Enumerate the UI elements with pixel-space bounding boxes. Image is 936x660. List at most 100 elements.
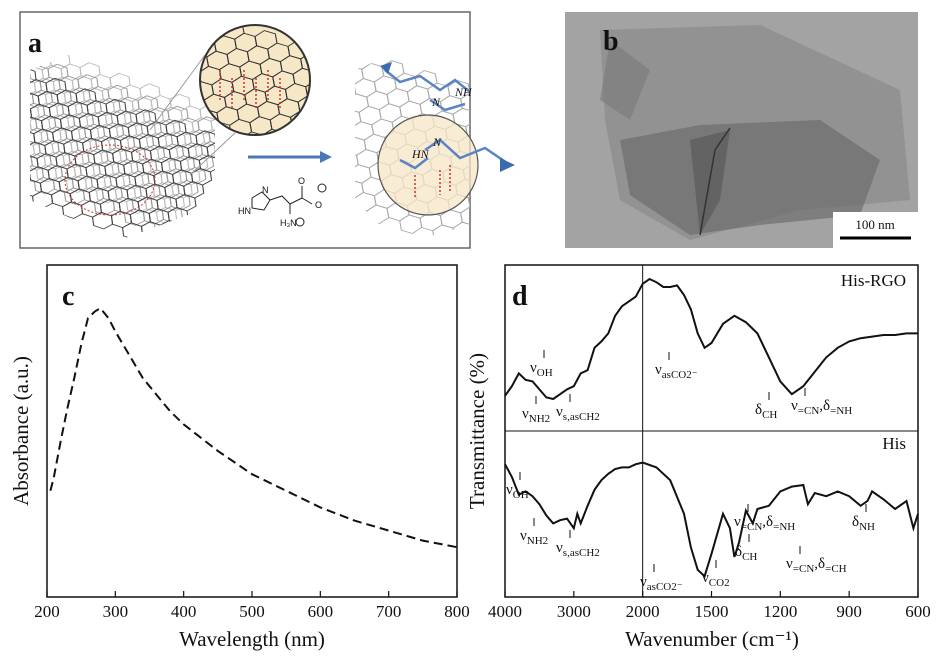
x-axis-label: Wavenumber (cm⁻¹) <box>625 627 799 651</box>
annotation-part: δ <box>755 402 762 418</box>
sheet-stack <box>0 41 215 240</box>
peak-annotation: νNH2 <box>520 528 548 547</box>
x-tick-label: 200 <box>34 602 60 621</box>
annotation-part: ν <box>506 482 513 498</box>
annotation-part: NH <box>859 521 875 533</box>
scale-bar-label: 100 nm <box>855 217 894 232</box>
hexagon <box>495 129 525 151</box>
annotation-part: asCO2⁻ <box>647 581 683 593</box>
arrow-head <box>320 151 332 163</box>
hexagon <box>300 52 310 73</box>
annotation-part: ,δ <box>762 514 773 530</box>
pi-stacking <box>414 165 451 198</box>
annotation-part: ν <box>520 528 527 544</box>
hexagon <box>0 117 16 137</box>
annotation-part: ν <box>786 556 793 572</box>
x-axis-label: Wavelength (nm) <box>179 627 325 651</box>
annotation-part: =CN <box>741 521 763 533</box>
annotation-part: ν <box>734 514 741 530</box>
annotation-part: =NH <box>773 521 795 533</box>
annotation-part: ,δ <box>819 398 830 414</box>
panel-label: b <box>603 26 619 57</box>
x-tick-label: 300 <box>103 602 129 621</box>
peak-annotation: δCH <box>735 544 757 563</box>
peak-annotation: νasCO2⁻ <box>655 362 698 381</box>
hexagon <box>0 105 5 125</box>
annotation-part: ν <box>522 406 529 422</box>
annotation-part: s,asCH2 <box>563 411 600 423</box>
hexagon <box>208 128 215 146</box>
x-tick-label: 4000 <box>488 602 522 621</box>
data-line <box>504 461 919 579</box>
annotation-part: ν <box>640 574 647 590</box>
x-tick-label: 1200 <box>763 602 797 621</box>
peak-annotation: ν=CN,δ=CH <box>786 556 847 575</box>
annotation-part: ν <box>556 540 563 556</box>
hexagon <box>470 218 500 240</box>
annotation-part: =CN <box>793 563 815 575</box>
x-tick-label: 800 <box>444 602 470 621</box>
highlight-ellipse <box>64 144 156 216</box>
peak-annotation: δCH <box>755 402 777 421</box>
annotation-part: CH <box>742 551 757 563</box>
hexagon <box>0 130 8 150</box>
hexagon <box>0 143 12 163</box>
hexagon <box>0 79 21 99</box>
tem-sheets <box>600 25 910 240</box>
histidine-bound <box>384 69 511 170</box>
hexagon <box>470 104 500 126</box>
annotation-part: NH2 <box>529 413 550 425</box>
hexagon <box>477 203 507 225</box>
x-tick-label: 500 <box>239 602 265 621</box>
hexagon <box>460 206 470 226</box>
hexagon <box>0 116 22 136</box>
molecule-circle <box>377 114 479 216</box>
x-tick-label: 3000 <box>557 602 591 621</box>
hexagon <box>477 89 507 111</box>
x-tick-label: 700 <box>376 602 402 621</box>
annotation-part: =CH <box>825 563 847 575</box>
hexagon <box>210 116 215 134</box>
data-line <box>504 277 918 401</box>
peak-annotation: ν=CN,δ=NH <box>734 514 795 533</box>
legend-label: His-RGO <box>841 271 906 290</box>
annotation-part: ν <box>791 398 798 414</box>
x-tick-label: 600 <box>308 602 334 621</box>
hexagon <box>460 92 470 113</box>
hexagon <box>467 191 470 211</box>
annotation-part: ν <box>702 570 709 586</box>
peak-annotation: νNH2 <box>522 406 550 425</box>
histidine-structure <box>251 183 327 227</box>
hex-layer <box>0 53 215 237</box>
y-axis-label: Transmittance (%) <box>465 353 489 509</box>
annotation-part: ν <box>655 362 662 378</box>
chem-label: N <box>431 95 441 109</box>
data-line <box>49 306 458 549</box>
hexagon <box>0 131 1 151</box>
panel-label: a <box>28 28 42 59</box>
annotation-part: δ <box>852 514 859 530</box>
x-tick-label: 2000 <box>626 602 660 621</box>
plot-frame <box>46 264 458 598</box>
hexagon <box>0 118 9 138</box>
annotation-part: CH <box>762 409 777 421</box>
annotation-part: CO2 <box>709 577 730 589</box>
hexagon <box>0 153 17 173</box>
hexagon <box>0 142 6 162</box>
y-axis-label: Absorbance (a.u.) <box>9 356 33 506</box>
peak-annotation: δNH <box>852 514 875 533</box>
hexagon <box>305 80 310 100</box>
hexagon <box>515 126 545 148</box>
chem-label: O <box>315 200 322 210</box>
annotation-part: OH <box>537 367 553 379</box>
hexagon <box>0 91 19 111</box>
x-tick-label: 900 <box>836 602 862 621</box>
annotation-part: asCO2⁻ <box>662 369 698 381</box>
hexagon <box>0 156 4 176</box>
annotation-part: ν <box>530 360 537 376</box>
hexagon <box>485 187 515 209</box>
peak-annotation: νOH <box>530 360 553 379</box>
chem-label: NH <box>454 85 473 99</box>
hexagon <box>523 111 553 133</box>
hexagon <box>490 101 520 123</box>
